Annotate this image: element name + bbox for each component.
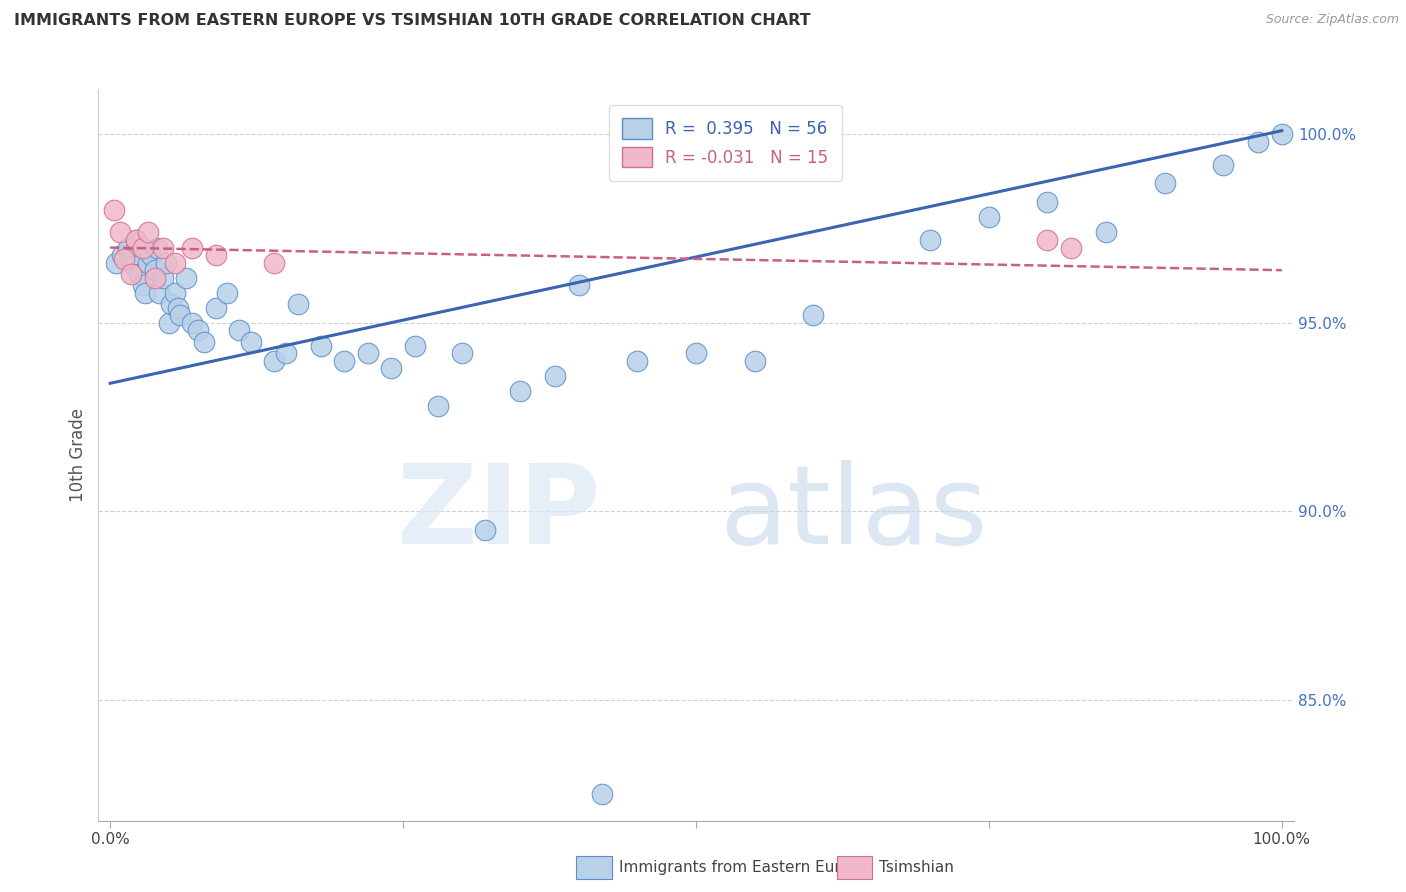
Point — [287, 297, 309, 311]
Point — [228, 324, 250, 338]
Point — [120, 252, 142, 266]
Point — [474, 524, 496, 538]
Point — [167, 301, 190, 315]
Point — [112, 252, 135, 266]
Point — [125, 233, 148, 247]
Point — [152, 241, 174, 255]
Point — [181, 316, 204, 330]
Point — [263, 255, 285, 269]
Point — [163, 285, 186, 300]
Point — [801, 309, 824, 323]
Point — [450, 346, 472, 360]
Point — [108, 226, 131, 240]
Point — [193, 334, 215, 349]
Point — [187, 324, 209, 338]
Point — [509, 384, 531, 398]
Point — [181, 241, 204, 255]
Point — [160, 297, 183, 311]
Text: atlas: atlas — [720, 460, 988, 567]
Point — [626, 353, 648, 368]
Point — [274, 346, 297, 360]
Point — [120, 267, 142, 281]
Point — [125, 233, 148, 247]
Text: Tsimshian: Tsimshian — [879, 860, 953, 874]
Point — [685, 346, 707, 360]
Point — [146, 241, 169, 255]
Point — [977, 211, 1000, 225]
Text: IMMIGRANTS FROM EASTERN EUROPE VS TSIMSHIAN 10TH GRADE CORRELATION CHART: IMMIGRANTS FROM EASTERN EUROPE VS TSIMSH… — [14, 13, 811, 29]
Point — [117, 241, 139, 255]
Point — [111, 248, 134, 262]
Point — [204, 301, 226, 315]
Point — [163, 255, 186, 269]
Point — [1212, 158, 1234, 172]
Text: Source: ZipAtlas.com: Source: ZipAtlas.com — [1265, 13, 1399, 27]
Point — [132, 241, 155, 255]
Point — [427, 399, 450, 413]
Point — [333, 353, 356, 368]
Point — [263, 353, 285, 368]
Point — [1153, 177, 1175, 191]
Point — [357, 346, 380, 360]
Point — [143, 263, 166, 277]
Point — [1247, 135, 1270, 149]
Point — [128, 267, 150, 281]
Point — [1095, 226, 1118, 240]
Point — [1060, 241, 1083, 255]
Point — [204, 248, 226, 262]
Point — [1036, 233, 1059, 247]
Point — [136, 226, 159, 240]
Point — [155, 255, 177, 269]
Point — [152, 270, 174, 285]
Point — [239, 334, 262, 349]
Point — [174, 270, 197, 285]
Point — [1271, 128, 1294, 142]
Point — [744, 353, 766, 368]
Y-axis label: 10th Grade: 10th Grade — [69, 408, 87, 502]
Point — [920, 233, 942, 247]
Point — [217, 285, 239, 300]
Point — [103, 202, 125, 217]
Point — [169, 309, 191, 323]
Legend: R =  0.395   N = 56, R = -0.031   N = 15: R = 0.395 N = 56, R = -0.031 N = 15 — [609, 105, 842, 180]
Point — [136, 255, 159, 269]
Point — [143, 270, 166, 285]
Text: ZIP: ZIP — [396, 460, 600, 567]
Point — [404, 338, 426, 352]
Text: Immigrants from Eastern Europe: Immigrants from Eastern Europe — [619, 860, 869, 874]
Point — [568, 278, 591, 293]
Point — [141, 248, 163, 262]
Point — [132, 278, 155, 293]
Point — [544, 368, 567, 383]
Point — [309, 338, 332, 352]
Point — [591, 787, 613, 801]
Point — [1036, 195, 1059, 210]
Point — [148, 285, 170, 300]
Point — [122, 260, 145, 274]
Point — [380, 361, 402, 376]
Point — [157, 316, 180, 330]
Point — [105, 255, 128, 269]
Point — [134, 285, 156, 300]
